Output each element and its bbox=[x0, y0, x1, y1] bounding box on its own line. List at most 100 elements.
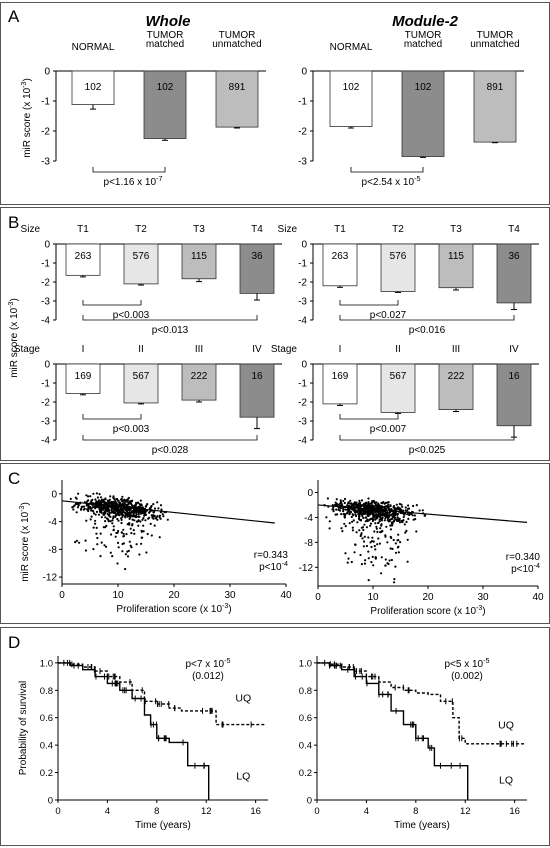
C-module2-point bbox=[375, 525, 378, 529]
C-whole-x-tick-label: 0 bbox=[59, 590, 65, 601]
C-module2-point bbox=[375, 527, 378, 530]
C-module2-point bbox=[365, 505, 368, 508]
B-stage-whole-count-label: 169 bbox=[75, 371, 92, 382]
C-whole-point bbox=[133, 519, 136, 522]
C-module2-point bbox=[378, 514, 381, 518]
C-whole-point bbox=[135, 512, 138, 516]
C-whole-point bbox=[86, 508, 89, 511]
C-module2-point bbox=[344, 552, 347, 555]
B-size-whole-category-label: T4 bbox=[251, 224, 263, 235]
C-whole-point bbox=[139, 499, 142, 502]
C-module2-point bbox=[388, 559, 391, 562]
C-whole-point bbox=[140, 536, 143, 539]
C-module2-point bbox=[360, 513, 363, 516]
C-whole-point bbox=[116, 517, 119, 521]
C-module2-point bbox=[346, 508, 349, 511]
C-whole-point bbox=[82, 508, 85, 511]
C-whole-point bbox=[91, 509, 94, 512]
C-module2-point bbox=[390, 558, 393, 562]
C-module2-point bbox=[402, 515, 405, 519]
C-whole-point bbox=[95, 532, 98, 535]
C-module2-point bbox=[405, 529, 408, 533]
C-whole-point bbox=[151, 516, 154, 519]
C-whole-point bbox=[105, 545, 108, 548]
C-module2-point bbox=[372, 515, 375, 518]
C-whole-point bbox=[116, 541, 120, 545]
C-module2-point bbox=[381, 530, 384, 533]
C-module2-point bbox=[392, 505, 395, 509]
C-module2-point bbox=[371, 510, 374, 513]
C-module2-point bbox=[370, 561, 373, 564]
C-whole-point bbox=[146, 503, 149, 506]
C-whole-point bbox=[121, 542, 124, 546]
C-whole-point bbox=[112, 510, 115, 513]
C-whole-point bbox=[76, 503, 79, 506]
C-module2-point bbox=[334, 503, 337, 506]
C-whole-point bbox=[89, 518, 92, 521]
D-whole-x-tick-label: 4 bbox=[105, 806, 110, 817]
C-whole-point bbox=[117, 519, 120, 522]
C-whole-point bbox=[150, 514, 153, 517]
B-size-whole-y-tick-label: -2 bbox=[41, 278, 50, 289]
C-module2-point bbox=[365, 502, 368, 505]
B-stage-whole-count-label: 16 bbox=[251, 371, 263, 382]
C-module2-point bbox=[371, 512, 374, 515]
C-whole-point bbox=[122, 510, 125, 513]
C-module2-point bbox=[408, 513, 411, 516]
C-module2-point bbox=[367, 536, 370, 539]
C-module2-point bbox=[367, 550, 370, 553]
C-module2-point bbox=[342, 512, 345, 516]
C-module2-point bbox=[372, 518, 375, 522]
C-module2-point bbox=[384, 505, 387, 508]
B-stage-whole-row-label: Stage bbox=[14, 344, 41, 355]
B-size-module2-row-label: Size bbox=[278, 224, 298, 235]
C-module2-point bbox=[337, 508, 340, 511]
y-axis-label-c: miR score (x 10-3) bbox=[19, 502, 31, 582]
A-whole-count-label: 102 bbox=[157, 82, 174, 93]
C-whole-point bbox=[137, 520, 140, 523]
D-module2-x-tick-label: 12 bbox=[460, 806, 471, 817]
C-whole-point bbox=[121, 495, 124, 498]
C-module2-point bbox=[418, 509, 421, 512]
panel-c-frame bbox=[0, 463, 550, 624]
C-whole-point bbox=[126, 555, 130, 558]
C-module2-point bbox=[335, 498, 338, 501]
C-module2-point bbox=[332, 510, 335, 513]
C-module2-point bbox=[354, 543, 357, 547]
C-whole-point bbox=[92, 492, 95, 495]
B-size-whole-count-label: 263 bbox=[75, 251, 92, 262]
C-whole-point bbox=[116, 510, 119, 513]
C-module2-point bbox=[402, 519, 405, 522]
C-module2-point bbox=[407, 507, 410, 510]
B-size-whole-bar bbox=[65, 243, 101, 276]
C-whole-point bbox=[93, 505, 96, 508]
D-module2-p-value: p<5 x 10-5 bbox=[444, 656, 489, 670]
C-whole-point bbox=[124, 516, 127, 519]
C-whole-point bbox=[140, 503, 143, 506]
C-module2-point bbox=[396, 539, 399, 542]
B-size-module2-y-tick-label: -4 bbox=[298, 316, 307, 327]
C-module2-point bbox=[396, 518, 399, 521]
C-whole-point bbox=[137, 511, 140, 514]
C-whole-point bbox=[112, 517, 115, 520]
C-whole-point bbox=[124, 567, 127, 571]
C-whole-point bbox=[109, 551, 112, 554]
C-whole-point bbox=[99, 555, 102, 558]
C-whole-point bbox=[127, 508, 130, 512]
C-module2-point bbox=[337, 503, 340, 506]
C-module2-point bbox=[378, 518, 381, 521]
B-size-module2-bar bbox=[380, 243, 416, 292]
C-module2-point bbox=[353, 502, 356, 505]
C-module2-point bbox=[405, 520, 408, 524]
C-whole-point bbox=[107, 520, 110, 523]
C-module2-point bbox=[366, 513, 369, 516]
C-module2-point bbox=[362, 512, 365, 515]
C-module2-point bbox=[367, 501, 370, 504]
B-size-whole-y-tick-label: -4 bbox=[41, 316, 50, 327]
A-module2-count-label: 102 bbox=[415, 82, 432, 93]
C-whole-point bbox=[146, 532, 149, 536]
C-module2-point bbox=[349, 499, 352, 502]
C-module2-point bbox=[371, 500, 374, 503]
C-whole-point bbox=[123, 498, 126, 501]
B-size-whole-bracket bbox=[82, 315, 258, 321]
